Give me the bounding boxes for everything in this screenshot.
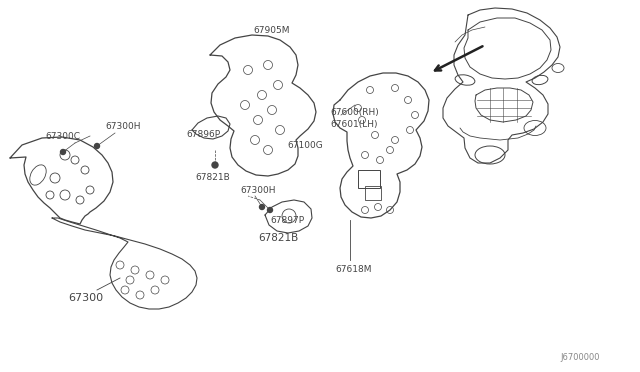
Text: 67821B: 67821B bbox=[195, 173, 230, 182]
Text: 67905M: 67905M bbox=[253, 26, 289, 35]
Circle shape bbox=[259, 205, 264, 209]
Text: 67618M: 67618M bbox=[335, 266, 371, 275]
Text: J6700000: J6700000 bbox=[560, 353, 600, 362]
Text: 67600(RH): 67600(RH) bbox=[330, 108, 379, 116]
Circle shape bbox=[268, 208, 273, 212]
Text: 67300: 67300 bbox=[68, 293, 103, 303]
Circle shape bbox=[212, 162, 218, 168]
Text: 67897P: 67897P bbox=[270, 215, 304, 224]
Text: 67300H: 67300H bbox=[240, 186, 275, 195]
Circle shape bbox=[95, 144, 99, 148]
Text: 67896P: 67896P bbox=[186, 129, 220, 138]
Circle shape bbox=[61, 150, 65, 154]
Text: 67601(LH): 67601(LH) bbox=[330, 119, 378, 128]
Text: 67300C: 67300C bbox=[45, 131, 80, 141]
Text: 67821B: 67821B bbox=[258, 233, 298, 243]
Text: 67300H: 67300H bbox=[105, 122, 141, 131]
Text: 67100G: 67100G bbox=[287, 141, 323, 150]
